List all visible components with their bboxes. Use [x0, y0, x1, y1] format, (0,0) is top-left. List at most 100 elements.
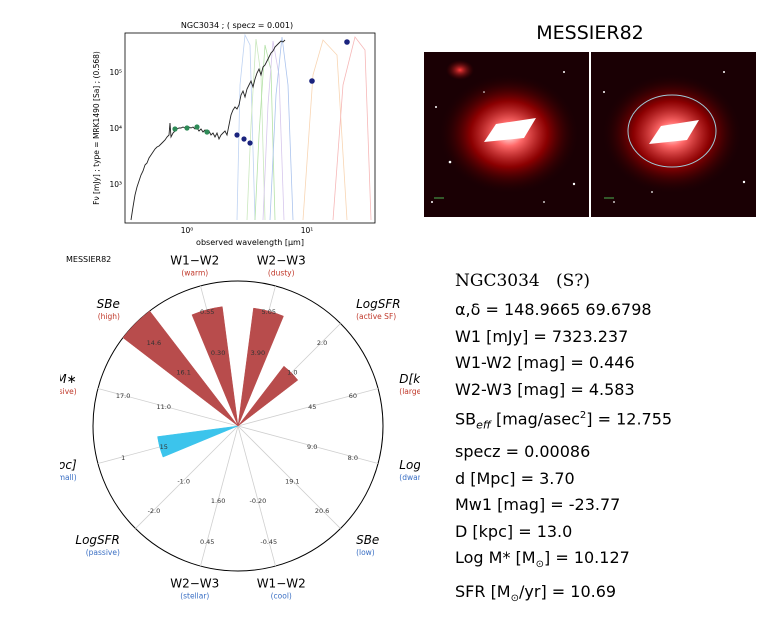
filter-w4-curve — [332, 36, 372, 221]
radar-axis-label: W1−W2 — [170, 254, 219, 268]
sed-point — [172, 126, 178, 132]
sed-point — [344, 39, 350, 45]
filter-w3-curve — [302, 39, 348, 221]
radar-chart-panel: MESSIER82 0.55 0.30 5.05 3.90 2.0 1.0 60 45 8.0 9… — [35, 250, 442, 620]
radar-tick-label: -0.20 — [249, 497, 266, 505]
radar-tick-label: 45 — [308, 403, 316, 411]
distance-mpc: d [Mpc] = 3.70 — [455, 468, 575, 488]
radar-tick-label: 0.55 — [200, 308, 214, 316]
sed-point — [194, 124, 200, 130]
radar-axis-labels: W1−W2(warm)W2−W3(dusty)LogSFR(active SF)… — [35, 254, 442, 601]
radar-spoke — [237, 425, 276, 567]
radar-wedge — [237, 365, 299, 427]
sed-point — [247, 140, 253, 146]
radar-axis-sublabel: (dwarf) — [399, 473, 420, 482]
radar-tick-label: 60 — [349, 392, 357, 400]
radar-tick-label: 5.05 — [262, 308, 276, 316]
radar-tick-label: 20.6 — [315, 507, 329, 515]
radar-spoke — [237, 425, 341, 529]
radar-tick-label: 14.6 — [147, 339, 161, 347]
radar-tick-label: -0.45 — [260, 538, 277, 546]
radar-wedges — [122, 306, 299, 458]
radar-axis-sublabel: (dusty) — [268, 269, 295, 278]
sed-ytick-label: 10⁴ — [109, 124, 122, 133]
radar-axis-label: D[kpc] — [60, 458, 77, 472]
filter-h-curve — [246, 38, 266, 221]
radar-wedge — [122, 310, 239, 427]
radar-axis-label: LogSFR — [75, 533, 120, 547]
radar-tick-label: 0.45 — [200, 538, 214, 546]
radar-title: MESSIER82 — [66, 255, 111, 264]
w1-w2-color: W1-W2 [mag] = 0.446 — [455, 353, 635, 372]
surface-brightness: SBeff [mag/asec2] = 12.755 — [455, 403, 775, 439]
aperture-ellipse — [627, 94, 717, 168]
sed-xtick-label: 10⁰ — [181, 226, 194, 235]
sfr-value: /yr] = 10.69 — [519, 581, 617, 601]
sun-symbol: ⊙ — [535, 559, 544, 571]
radar-wedge — [237, 307, 284, 427]
background-stars — [431, 71, 746, 203]
radar-spoke — [135, 425, 239, 529]
radar-axis-label: LogSFR — [356, 297, 401, 311]
radar-outer-circle — [92, 280, 384, 572]
radar-tick-label: 17.0 — [116, 392, 130, 400]
radar-axis-sublabel: (stellar) — [180, 591, 209, 600]
sb-unit: [mag/asec — [490, 409, 580, 429]
sed-plot: NGC3034 ; ( specz = 0.001) 10⁰ 10¹ 10³ 1… — [92, 21, 376, 247]
radar-spoke — [237, 388, 379, 427]
radar-tick-label: 16.1 — [176, 369, 190, 377]
radar-tick-label: -2.0 — [148, 507, 161, 515]
stellar-mass: Log M* [M⊙] = 10.127 — [455, 545, 775, 579]
logm-prefix: Log M* [M — [455, 548, 536, 568]
filter-w1-curve — [262, 40, 285, 221]
radar-axis-label: D[kpc] — [399, 372, 420, 386]
filter-w2-curve — [269, 36, 294, 221]
sed-point — [241, 136, 247, 142]
radar-tick-label: 1 — [121, 454, 125, 462]
radar-axis-sublabel: (large) — [399, 387, 420, 396]
sed-ylabel: Fν [mJy] ; type = MRK1490 [Sa] ; (0.568) — [92, 51, 101, 205]
sb-value: ] = 12.755 — [586, 409, 673, 429]
sed-point — [184, 125, 190, 131]
radar-axis-label: SBe — [97, 297, 120, 311]
sb-subscript: eff — [476, 418, 491, 432]
absolute-magnitude: Mw1 [mag] = -23.77 — [455, 495, 621, 515]
galaxy-core-right — [649, 120, 699, 144]
sed-axes-frame — [124, 32, 376, 224]
sb-superscript: 2 — [579, 410, 587, 421]
galaxy-info-panel: NGC3034 (S?) α,δ = 148.9665 69.6798 W1 [… — [455, 266, 775, 612]
radar-axis-sublabel: (passive) — [86, 548, 120, 557]
radar-tick-label: 0.30 — [211, 349, 225, 357]
sed-plot-panel: NGC3034 ; ( specz = 0.001) 10⁰ 10¹ 10³ 1… — [75, 15, 390, 250]
radar-spoke — [237, 425, 379, 464]
sed-xtick-label: 10¹ — [301, 226, 314, 235]
w2-w3-color: W2-W3 [mag] = 4.583 — [455, 379, 635, 399]
sed-point — [204, 129, 210, 135]
radar-axis-sublabel: (high) — [98, 312, 120, 321]
radar-spoke — [97, 388, 239, 427]
radar-tick-labels: 0.55 0.30 5.05 3.90 2.0 1.0 60 45 8.0 9.0 20.6 19.1… — [116, 308, 358, 546]
logm-value: ] = 10.127 — [544, 548, 630, 568]
radar-axis-sublabel: (low) — [356, 548, 375, 557]
radar-wedge — [157, 425, 239, 458]
bright-star-blob — [446, 60, 474, 80]
galaxy-name-line: NGC3034 (S?) — [455, 266, 775, 296]
radar-tick-label: 11.0 — [157, 403, 171, 411]
radar-axis-label: SBe — [356, 533, 379, 547]
sed-point — [309, 78, 315, 84]
radar-tick-label: 9.0 — [307, 443, 317, 451]
radar-axis-sublabel: (small) — [60, 473, 77, 482]
sed-filter-curves — [236, 33, 372, 221]
radar-wedge — [191, 306, 239, 427]
sed-xlabel: observed wavelength [μm] — [196, 238, 304, 247]
sed-ytick-label: 10⁵ — [109, 68, 122, 77]
radar-axis-sublabel: (massive) — [60, 387, 77, 396]
radar-tick-label: 1.0 — [287, 369, 297, 377]
sfr-prefix: SFR [M — [455, 581, 511, 601]
coordinates: α,δ = 148.9665 69.6798 — [455, 300, 652, 319]
radar-axis-label: W2−W3 — [257, 254, 306, 268]
diameter-kpc: D [kpc] = 13.0 — [455, 521, 573, 541]
radar-axis-label: W1−W2 — [257, 576, 306, 590]
radar-tick-label: 2.0 — [317, 339, 327, 347]
